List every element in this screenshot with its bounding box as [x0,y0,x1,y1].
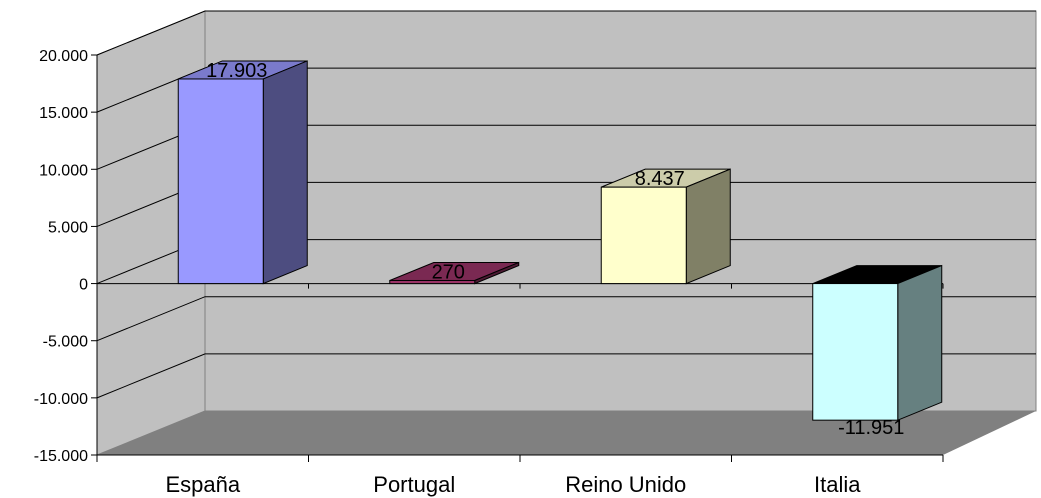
data-label: 270 [432,261,465,283]
bar-front-face [600,186,687,285]
y-tick-label: -10.000 [34,391,88,408]
floor [97,411,1036,455]
data-label: -11.951 [838,417,904,439]
bar-front-face [177,78,264,285]
data-labels: 17.903 270 8.437 -11.951 [206,60,904,439]
y-tick-label: 5.000 [48,219,88,236]
bar-front-face [389,279,476,285]
gridline [96,353,1036,399]
x-tick-label: Portugal [373,472,455,497]
bar-front-face [812,283,899,421]
x-tick-label: España [165,472,240,497]
y-tick-label: 0 [79,277,88,294]
y-tick-label: -5.000 [43,334,88,351]
gridline [96,10,1036,56]
data-label: 8.437 [635,168,685,190]
bar-1 [177,60,308,285]
bar-4 [812,264,943,421]
gridline [96,296,1036,342]
y-tick-label: -15.000 [34,448,88,465]
x-tick-label: Reino Unido [565,472,686,497]
data-label: 17.903 [206,60,267,82]
y-tick-label: 20.000 [39,48,88,65]
y-tick-label: 10.000 [39,162,88,179]
bar-side-face [262,60,308,285]
bar-side-face [685,168,731,285]
bar-side-face [897,264,943,421]
bars [177,60,943,421]
bar-3 [600,168,731,285]
y-tick-label: 15.000 [39,105,88,122]
bar-2 [389,261,520,285]
x-tick-label: Italia [814,472,861,497]
x-axis-tick-labels: España Portugal Reino Unido Italia [165,472,861,497]
y-axis-tick-labels: 20.000 15.000 10.000 5.000 0 -5.000 -10.000 -15… [34,48,88,465]
